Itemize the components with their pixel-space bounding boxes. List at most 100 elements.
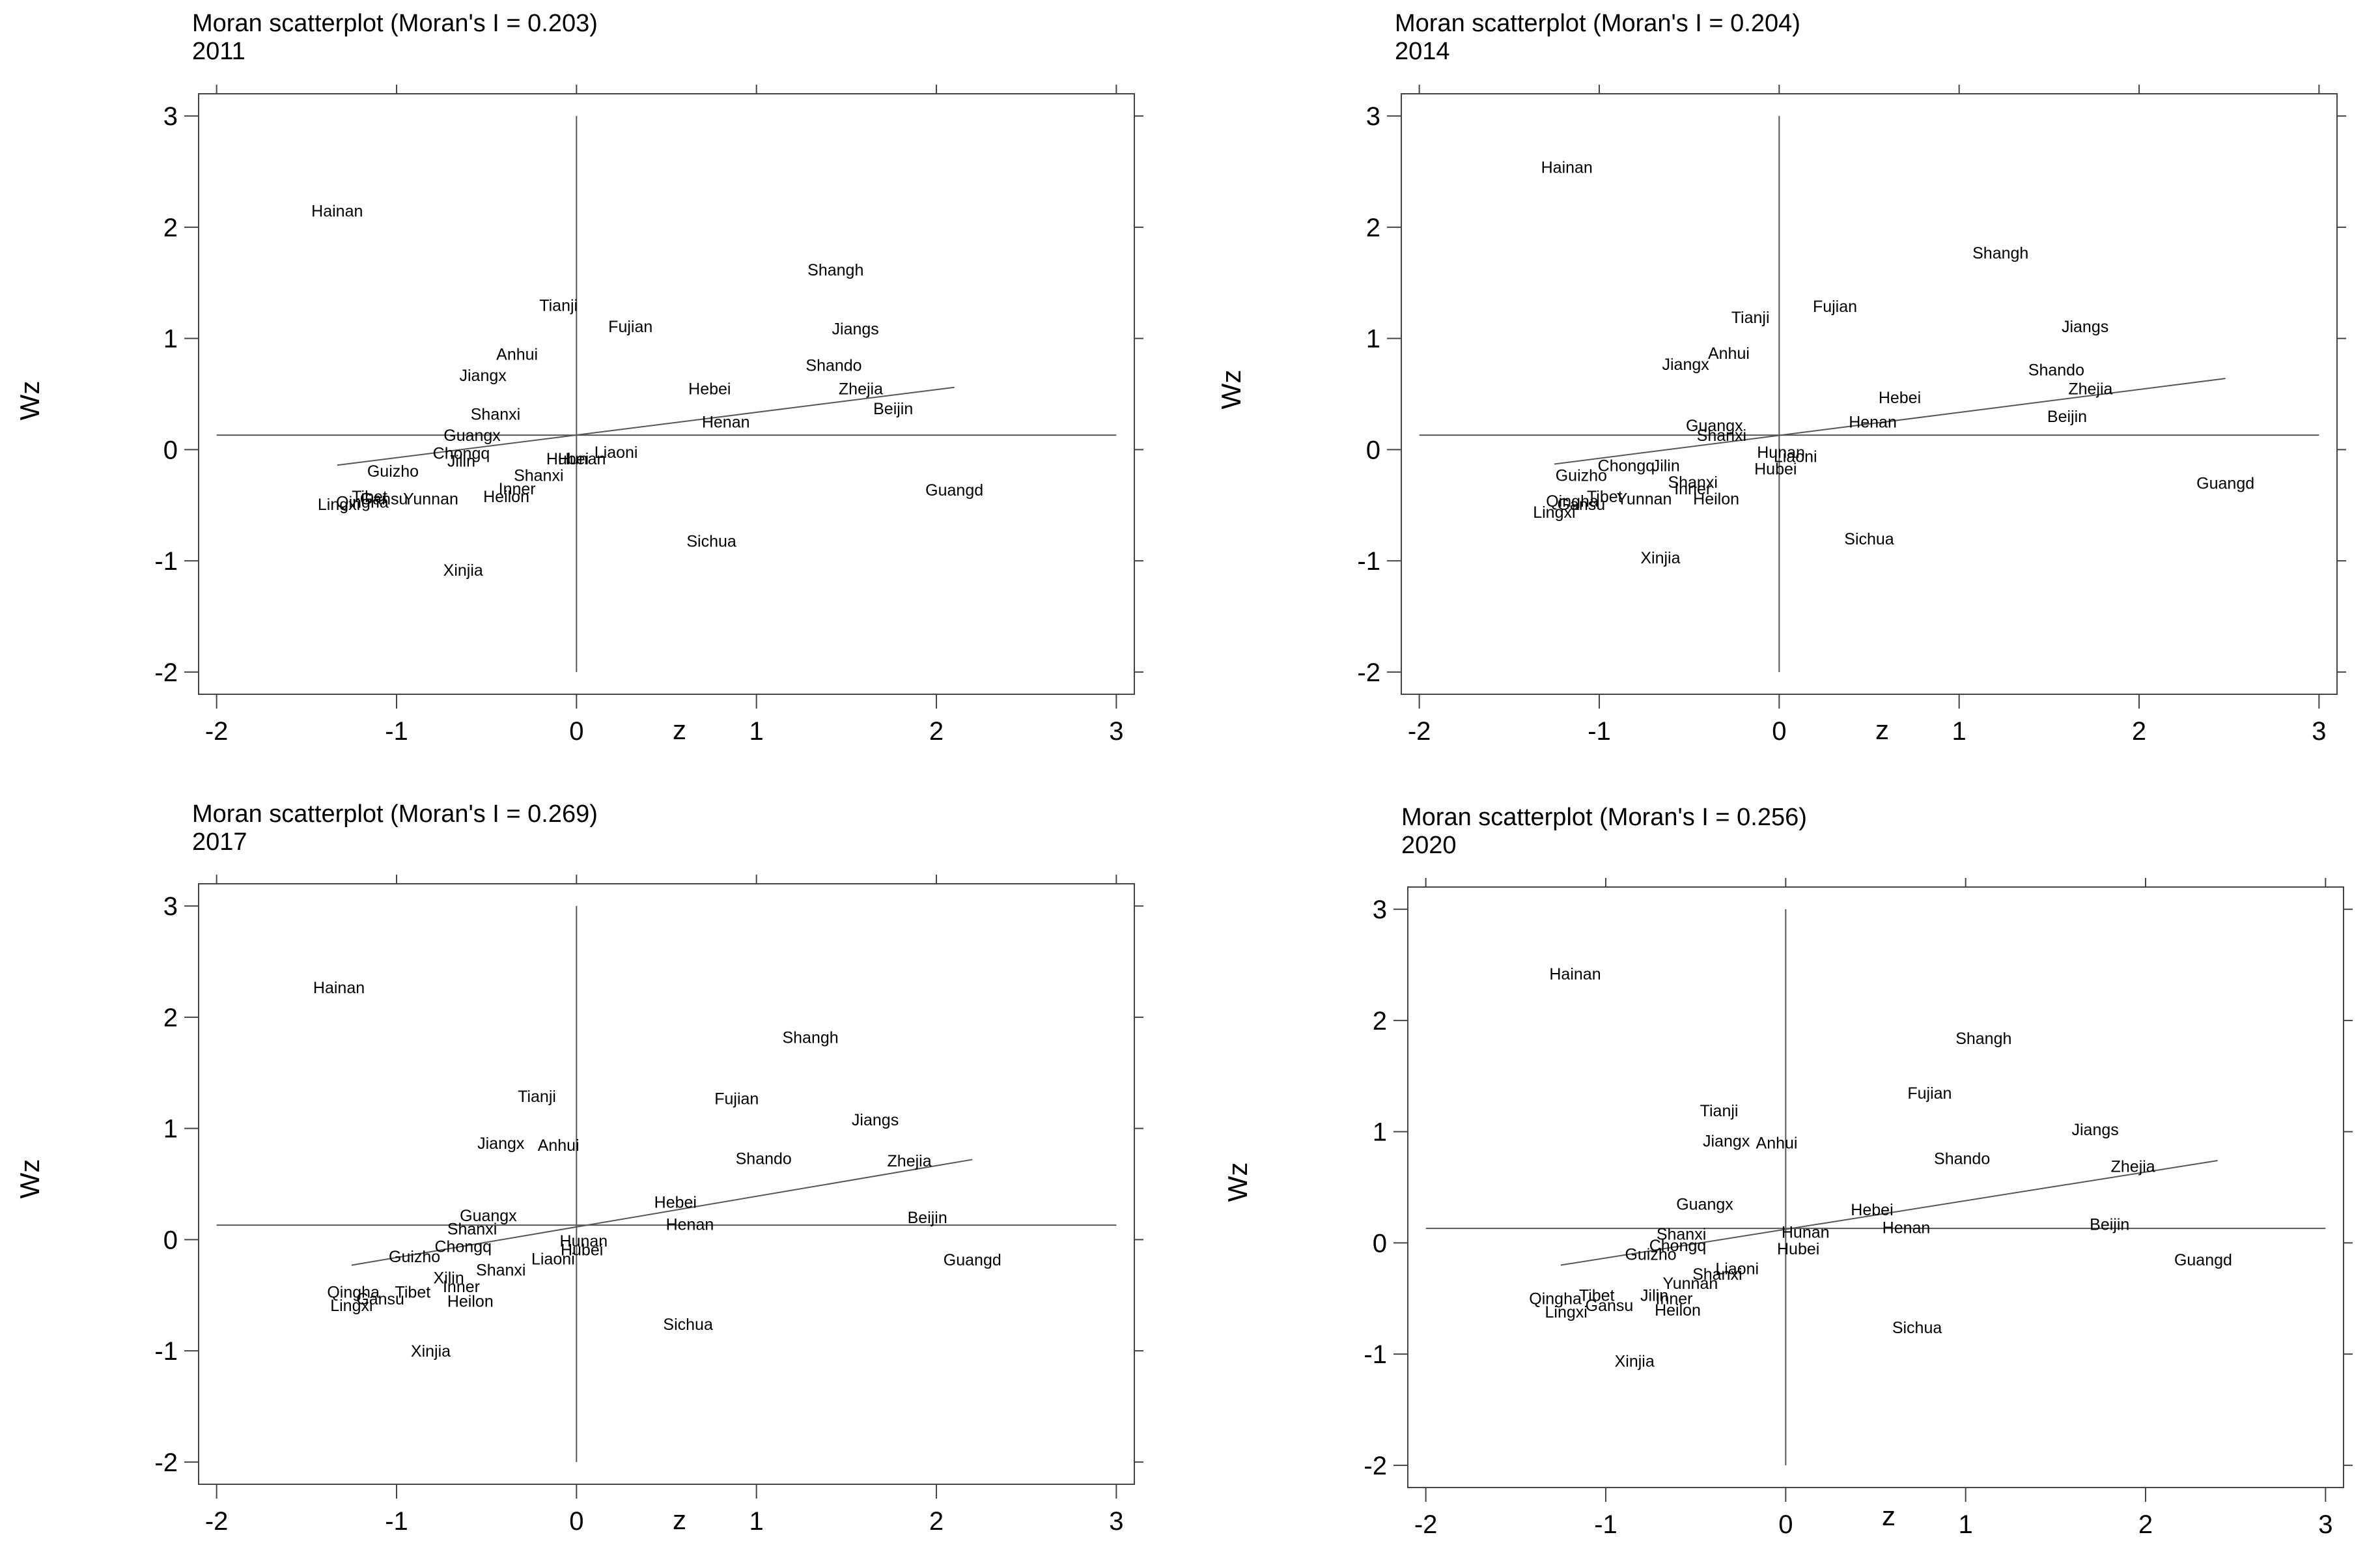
point-label: Jilin [447, 452, 475, 470]
y-tick-label: 2 [1366, 214, 1380, 242]
point-label: Tibet [1579, 1287, 1615, 1305]
point-label: Inner [499, 480, 536, 498]
x-tick-label: -1 [385, 1507, 408, 1536]
point-label: Guizho [389, 1248, 440, 1266]
point-label: Chongq [1649, 1237, 1707, 1255]
y-tick-label: -1 [1364, 1340, 1387, 1369]
y-axis-label: Wz [1216, 370, 1246, 410]
chart-subtitle: 2011 [192, 38, 245, 65]
point-label: Chongq [434, 1238, 492, 1256]
point-label: Guizho [1556, 467, 1607, 485]
point-label: Shanxi [471, 406, 520, 424]
point-label: Anhui [538, 1136, 580, 1155]
point-label: Hunan [1782, 1223, 1830, 1241]
point-label: Shanxi [1668, 473, 1717, 492]
point-label: Hubei [546, 450, 589, 468]
x-axis-label: z [673, 714, 686, 745]
chart-panel-2020: Moran scatterplot (Moran's I = 0.256)202… [1222, 804, 2353, 1539]
x-tick-label: -1 [1594, 1510, 1617, 1539]
point-label: Hainan [1541, 159, 1593, 177]
fit-line [1560, 1160, 2218, 1266]
fit-line [1554, 378, 2226, 465]
x-tick-label: 3 [2318, 1510, 2332, 1539]
point-label: Yunnan [403, 490, 458, 508]
point-label: Jiangs [852, 1111, 899, 1129]
point-label: Hebei [654, 1193, 697, 1211]
point-label: Zhejia [2111, 1158, 2155, 1176]
point-label: Gansu [360, 490, 408, 508]
chart-panel-2017: Moran scatterplot (Moran's I = 0.269)201… [14, 800, 1143, 1536]
chart-subtitle: 2020 [1401, 832, 1457, 859]
point-label: Hubei [1777, 1240, 1819, 1258]
plot-frame [198, 883, 1135, 1485]
point-label: Jilin [1640, 1287, 1668, 1305]
fit-line [337, 386, 955, 466]
point-label: Hubei [561, 1241, 603, 1260]
x-tick-label: 2 [929, 1507, 944, 1536]
point-label: Tibet [1587, 488, 1623, 506]
point-label: Gansu [356, 1290, 404, 1308]
chart-title: Moran scatterplot (Moran's I = 0.269) [192, 800, 598, 828]
point-label: Hebei [1851, 1201, 1893, 1219]
x-axis-label: z [673, 1504, 686, 1535]
point-label: Guangx [443, 427, 501, 445]
point-label: Qingha [327, 1284, 380, 1302]
point-label: Heilon [1655, 1301, 1701, 1319]
point-label: Beijin [873, 400, 913, 418]
x-axis-label: z [1875, 714, 1889, 745]
point-label: Beijin [2047, 408, 2087, 426]
point-label: Lingxi [318, 496, 360, 514]
point-label: Sichua [686, 532, 736, 550]
point-label: Guangx [460, 1207, 517, 1225]
point-label: Qingha [336, 494, 389, 512]
y-tick-label: -2 [154, 1448, 178, 1477]
point-label: Zhejia [839, 380, 883, 398]
x-tick-label: -2 [1408, 717, 1431, 746]
chart-subtitle: 2014 [1395, 38, 1450, 65]
point-label: Sichua [663, 1316, 713, 1334]
point-label: Guangd [925, 481, 983, 500]
y-tick-label: 1 [1366, 325, 1380, 354]
point-label: Beijin [2090, 1215, 2129, 1234]
point-label: Shanxi [1657, 1226, 1706, 1244]
x-axis-label: z [1882, 1501, 1896, 1531]
y-tick-label: -1 [154, 1337, 178, 1366]
point-label: Shando [805, 357, 861, 375]
point-label: Tianji [539, 296, 578, 315]
chart-title: Moran scatterplot (Moran's I = 0.204) [1395, 10, 1800, 37]
x-tick-label: 3 [1109, 717, 1123, 746]
point-label: Shangh [1972, 244, 2028, 262]
point-label: Hainan [313, 979, 365, 997]
y-tick-label: 0 [1373, 1229, 1387, 1258]
point-label: Shando [736, 1150, 792, 1168]
point-label: Shangh [1955, 1030, 2011, 1048]
plot-frame [198, 93, 1135, 695]
point-label: Qingha [1546, 492, 1599, 511]
point-label: Inner [1656, 1290, 1693, 1308]
y-tick-label: 3 [163, 102, 178, 131]
chart-subtitle: 2017 [192, 828, 247, 856]
point-label: Guizho [367, 462, 419, 481]
point-label: Guangx [1686, 417, 1743, 435]
chart-title: Moran scatterplot (Moran's I = 0.203) [192, 10, 598, 37]
point-label: Gansu [1558, 496, 1606, 514]
point-label: Gansu [1586, 1297, 1634, 1315]
point-label: Shangh [807, 261, 863, 279]
point-label: Hunan [1757, 444, 1805, 462]
point-label: Lingxi [330, 1297, 372, 1315]
point-label: Sichua [1892, 1319, 1942, 1337]
point-label: Shando [2028, 361, 2084, 379]
y-tick-label: 1 [163, 325, 178, 354]
point-label: Shando [1934, 1150, 1990, 1168]
point-label: Jiangs [2062, 318, 2108, 336]
x-tick-label: -1 [385, 717, 408, 746]
x-tick-label: 0 [1778, 1510, 1793, 1539]
point-label: Guangd [2174, 1251, 2232, 1269]
point-label: Fujian [608, 318, 652, 336]
point-label: Xinjia [411, 1342, 451, 1361]
point-label: Jiangs [832, 320, 879, 338]
fit-line [351, 1159, 973, 1266]
x-tick-label: 2 [929, 717, 944, 746]
point-label: Inner [443, 1278, 480, 1296]
point-label: Lingxi [1533, 503, 1575, 522]
